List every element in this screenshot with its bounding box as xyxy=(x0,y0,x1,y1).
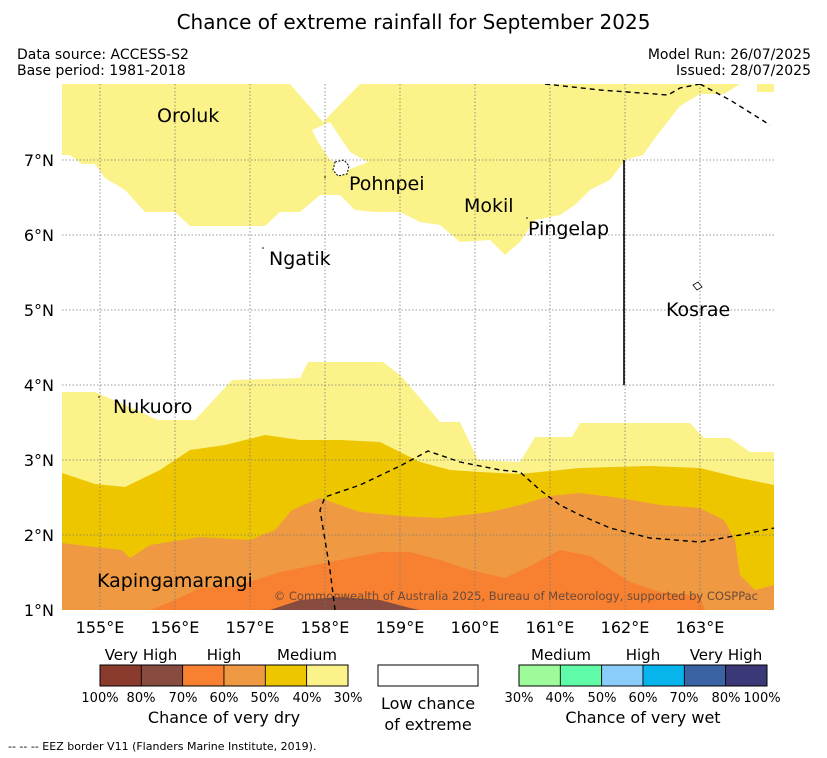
lat-tick: 1°N xyxy=(24,601,54,620)
lon-tick: 155°E xyxy=(76,618,125,637)
copyright-note: © Commonwealth of Australia 2025, Bureau… xyxy=(274,589,758,603)
lat-axis: 7°N 6°N 5°N 4°N 3°N 2°N 1°N xyxy=(24,151,54,620)
legend-tick: 30% xyxy=(334,691,363,706)
legend-swatch xyxy=(601,664,644,687)
legend-tick: 50% xyxy=(251,691,280,706)
label-mokil: Mokil xyxy=(464,195,514,217)
meta-left: Data source: ACCESS-S2 Base period: 1981… xyxy=(17,47,189,79)
lon-tick: 161°E xyxy=(526,618,575,637)
pohnpei-island xyxy=(332,159,350,177)
legend-tick: 80% xyxy=(127,691,156,706)
legend-tick: 30% xyxy=(505,691,534,706)
label-nukuoro: Nukuoro xyxy=(113,396,192,418)
legend-dry-caption: Chance of very dry xyxy=(148,708,300,727)
legend-neutral-caption: of extreme xyxy=(384,715,471,734)
legend-dry-header: Medium xyxy=(277,646,337,664)
label-pingelap: Pingelap xyxy=(528,218,609,240)
legend-wet-header: Medium xyxy=(531,646,591,664)
legend-tick: 70% xyxy=(169,691,198,706)
label-kosrae: Kosrae xyxy=(666,299,730,321)
legend-tick: 50% xyxy=(588,691,617,706)
lat-tick: 6°N xyxy=(24,226,54,245)
legend-tick: 100% xyxy=(743,691,780,706)
legend-tick: 80% xyxy=(712,691,741,706)
lon-tick: 156°E xyxy=(151,618,200,637)
legend-wet-frame xyxy=(518,664,768,687)
kosrae-island xyxy=(692,281,703,291)
lon-tick: 158°E xyxy=(301,618,350,637)
legend-tick: 100% xyxy=(81,691,118,706)
eez-border xyxy=(319,84,774,610)
label-ngatik: Ngatik xyxy=(269,248,331,270)
legend-tick: 60% xyxy=(629,691,658,706)
legend-dry-ticks: 100% 80% 70% 60% 50% 40% 30% xyxy=(81,691,362,706)
pingelap-dot xyxy=(526,217,528,219)
legend-dry-swatches xyxy=(99,664,349,687)
low-chance-patch xyxy=(312,122,368,170)
legend-tick: 70% xyxy=(670,691,699,706)
high-dry-region-orange xyxy=(150,550,705,610)
label-pohnpei: Pohnpei xyxy=(349,173,425,195)
legend-neutral-caption: Low chance xyxy=(381,694,475,713)
data-source: Data source: ACCESS-S2 xyxy=(17,47,189,63)
label-kapingamarangi: Kapingamarangi xyxy=(97,570,253,592)
legend-neutral: Low chance of extreme xyxy=(377,664,479,734)
gridlines xyxy=(62,84,774,610)
issued-date: Issued: 28/07/2025 xyxy=(676,63,811,79)
legend-dry: Very High High Medium 100% 80% 70% 60% 5… xyxy=(81,646,362,727)
legend-tick: 60% xyxy=(210,691,239,706)
lon-tick: 159°E xyxy=(376,618,425,637)
map-title: Chance of extreme rainfall for September… xyxy=(176,10,651,34)
legend-wet-swatches xyxy=(518,664,768,687)
legend-swatch xyxy=(306,664,349,687)
legend-swatch xyxy=(99,664,142,687)
model-run: Model Run: 26/07/2025 xyxy=(647,47,811,63)
legend-dry-header: High xyxy=(207,646,241,664)
lon-tick: 157°E xyxy=(226,618,275,637)
lon-axis: 155°E 156°E 157°E 158°E 159°E 160°E 161°… xyxy=(76,618,725,637)
lon-tick: 160°E xyxy=(451,618,500,637)
legend-tick: 40% xyxy=(546,691,575,706)
lon-tick: 162°E xyxy=(601,618,650,637)
medium-dry-region-north xyxy=(62,84,774,255)
map-plot: Oroluk Pohnpei Mokil Pingelap Ngatik Kos… xyxy=(62,84,774,610)
lat-tick: 2°N xyxy=(24,526,54,545)
lat-tick: 7°N xyxy=(24,151,54,170)
legend-swatch xyxy=(182,664,225,687)
legend-swatch xyxy=(683,664,727,687)
legend-dry-header: Very High xyxy=(105,646,178,664)
legend-swatch xyxy=(725,664,768,687)
very-high-dry-region xyxy=(270,597,420,610)
legend-swatch xyxy=(642,664,685,687)
legend-wet-caption: Chance of very wet xyxy=(565,708,720,727)
legend-wet-ticks: 30% 40% 50% 60% 70% 80% 100% xyxy=(505,691,781,706)
nukuoro-dot xyxy=(98,396,100,398)
label-oroluk: Oroluk xyxy=(157,105,219,127)
meta-right: Model Run: 26/07/2025 Issued: 28/07/2025 xyxy=(648,47,811,79)
legend-wet: Medium High Very High 30% 40% 50% 60% 70… xyxy=(505,646,781,727)
pohnpei-dot xyxy=(324,176,326,178)
legend-swatch xyxy=(223,664,266,687)
legend-swatch xyxy=(264,664,308,687)
legend-swatch xyxy=(559,664,603,687)
lat-tick: 3°N xyxy=(24,451,54,470)
ngatik-dot xyxy=(262,247,264,249)
legend-wet-header: High xyxy=(626,646,660,664)
lon-tick: 163°E xyxy=(676,618,725,637)
lat-tick: 4°N xyxy=(24,376,54,395)
legend-dry-frame xyxy=(99,664,349,687)
legend-neutral-swatch xyxy=(377,664,479,687)
legend-swatch xyxy=(140,664,184,687)
lat-tick: 5°N xyxy=(24,301,54,320)
base-period: Base period: 1981-2018 xyxy=(17,63,186,79)
eez-footnote: -- -- -- EEZ border V11 (Flanders Marine… xyxy=(8,740,317,753)
legend-wet-header: Very High xyxy=(690,646,763,664)
legend-tick: 40% xyxy=(293,691,322,706)
legend-swatch xyxy=(518,664,561,687)
